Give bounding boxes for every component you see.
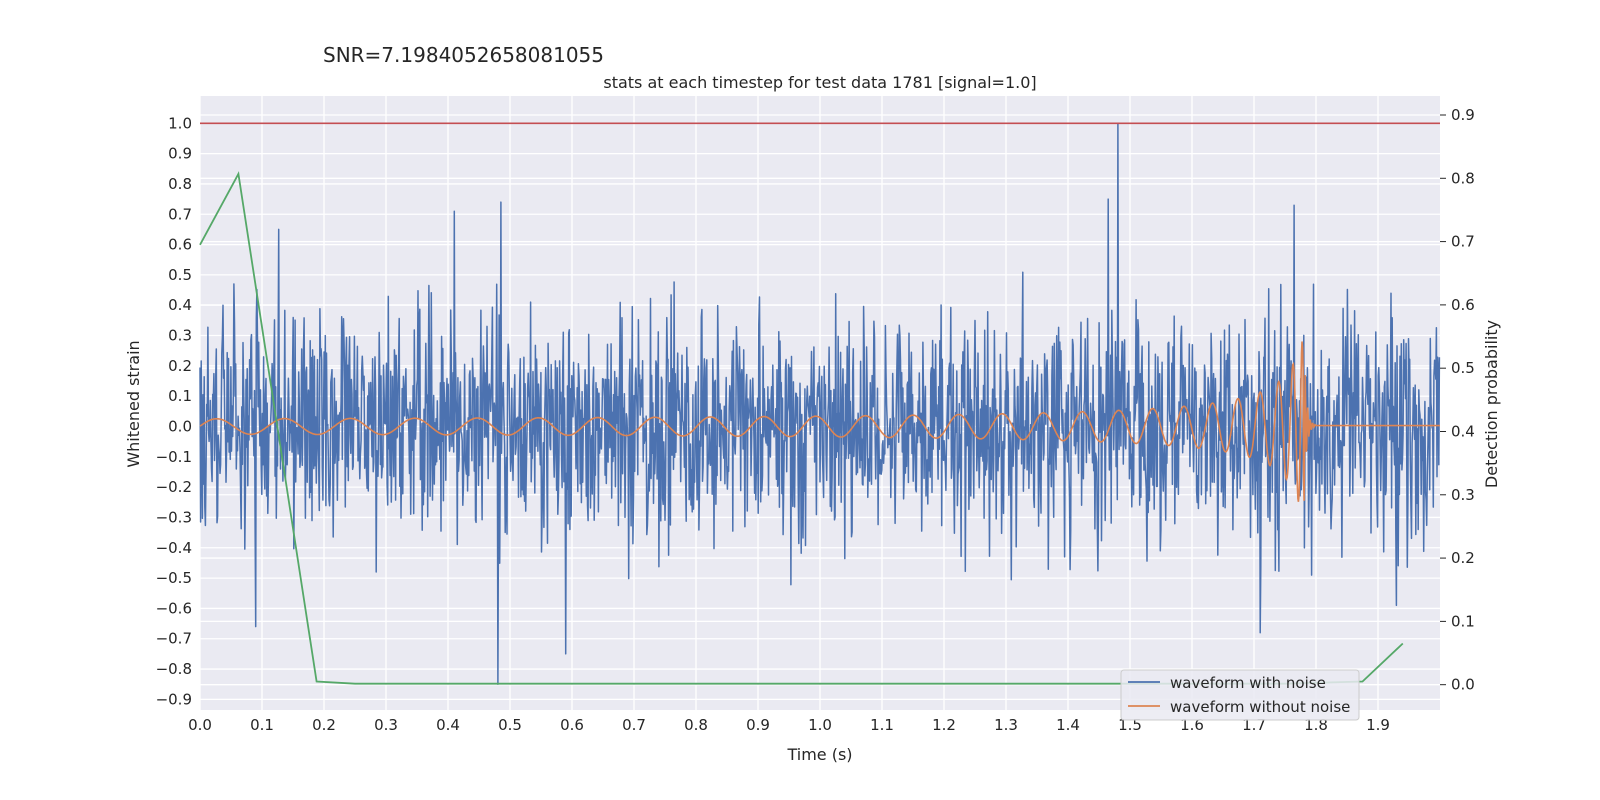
y-tick-label: −0.4 <box>156 539 192 557</box>
y-axis-label: Whitened strain <box>124 340 143 467</box>
y2-tick-label: 0.4 <box>1451 422 1475 440</box>
y-tick-label: 0.8 <box>168 175 192 193</box>
y2-tick-label: 0.8 <box>1451 169 1475 187</box>
series-line-waveform-without-noise <box>199 341 1440 502</box>
y-tick-label: −0.3 <box>156 508 192 526</box>
legend: waveform with noise waveform without noi… <box>1120 669 1360 721</box>
y-tick-label: −0.7 <box>156 630 192 648</box>
y-tick-label: 0.6 <box>168 236 192 254</box>
x-axis-ticks: 0.0 0.1 0.2 0.3 0.4 0.5 0.6 0.7 0.8 0.9 1.0 1.1 1.2 1… <box>188 716 1390 734</box>
y2-tick-label: 0.7 <box>1451 233 1475 251</box>
x-tick-label: 0.0 <box>188 716 212 734</box>
series-line-waveform-with-noise <box>199 122 1441 685</box>
y2-tick-label: 0.0 <box>1451 676 1475 694</box>
y-tick-label: 0.9 <box>168 145 192 163</box>
legend-label-clean: waveform without noise <box>1170 698 1350 716</box>
y2-axis-ticks: 0.9 0.8 0.7 0.6 0.5 0.4 0.3 0.2 0.1 0.0 <box>1440 106 1475 694</box>
x-tick-label: 0.2 <box>312 716 336 734</box>
y-axis-ticks: 1.0 0.9 0.8 0.7 0.6 0.5 0.4 0.3 0.2 0.1 0.0 −0.1 −0.… <box>156 114 192 708</box>
y-tick-label: 0.5 <box>168 266 192 284</box>
legend-label-noisy: waveform with noise <box>1170 674 1326 692</box>
legend-box <box>1120 669 1360 721</box>
x-tick-label: 1.9 <box>1366 716 1390 734</box>
y2-tick-label: 0.1 <box>1451 612 1475 630</box>
y-tick-label: −0.2 <box>156 478 192 496</box>
x-tick-label: 0.8 <box>684 716 708 734</box>
y-tick-label: −0.1 <box>156 448 192 466</box>
x-tick-label: 0.1 <box>250 716 274 734</box>
y-tick-label: 0.3 <box>168 327 192 345</box>
y-tick-label: 0.0 <box>168 417 192 435</box>
x-tick-label: 0.6 <box>560 716 584 734</box>
y-tick-label: 0.7 <box>168 205 192 223</box>
x-tick-label: 1.2 <box>932 716 956 734</box>
chart-title: stats at each timestep for test data 178… <box>603 73 1036 92</box>
x-tick-label: 0.7 <box>622 716 646 734</box>
y-tick-label: −0.6 <box>156 599 192 617</box>
x-tick-label: 0.9 <box>746 716 770 734</box>
y-tick-label: 0.2 <box>168 357 192 375</box>
y-tick-label: −0.5 <box>156 569 192 587</box>
y2-tick-label: 0.2 <box>1451 549 1475 567</box>
x-tick-label: 0.5 <box>498 716 522 734</box>
y2-tick-label: 0.6 <box>1451 296 1475 314</box>
chart-suptitle: SNR=7.1984052658081055 <box>323 43 604 67</box>
y-tick-label: 1.0 <box>168 114 192 132</box>
y-tick-label: 0.1 <box>168 387 192 405</box>
y2-tick-label: 0.5 <box>1451 359 1475 377</box>
y-tick-label: −0.8 <box>156 660 192 678</box>
x-tick-label: 1.1 <box>870 716 894 734</box>
y-tick-label: −0.9 <box>156 690 192 708</box>
x-tick-label: 0.3 <box>374 716 398 734</box>
y2-tick-label: 0.3 <box>1451 486 1475 504</box>
x-tick-label: 0.4 <box>436 716 460 734</box>
y2-tick-label: 0.9 <box>1451 106 1475 124</box>
y2-axis-label: Detection probability <box>1482 320 1501 488</box>
x-tick-label: 1.4 <box>1056 716 1080 734</box>
x-tick-label: 1.0 <box>808 716 832 734</box>
x-tick-label: 1.3 <box>994 716 1018 734</box>
y-tick-label: 0.4 <box>168 296 192 314</box>
x-axis-label: Time (s) <box>786 745 852 764</box>
